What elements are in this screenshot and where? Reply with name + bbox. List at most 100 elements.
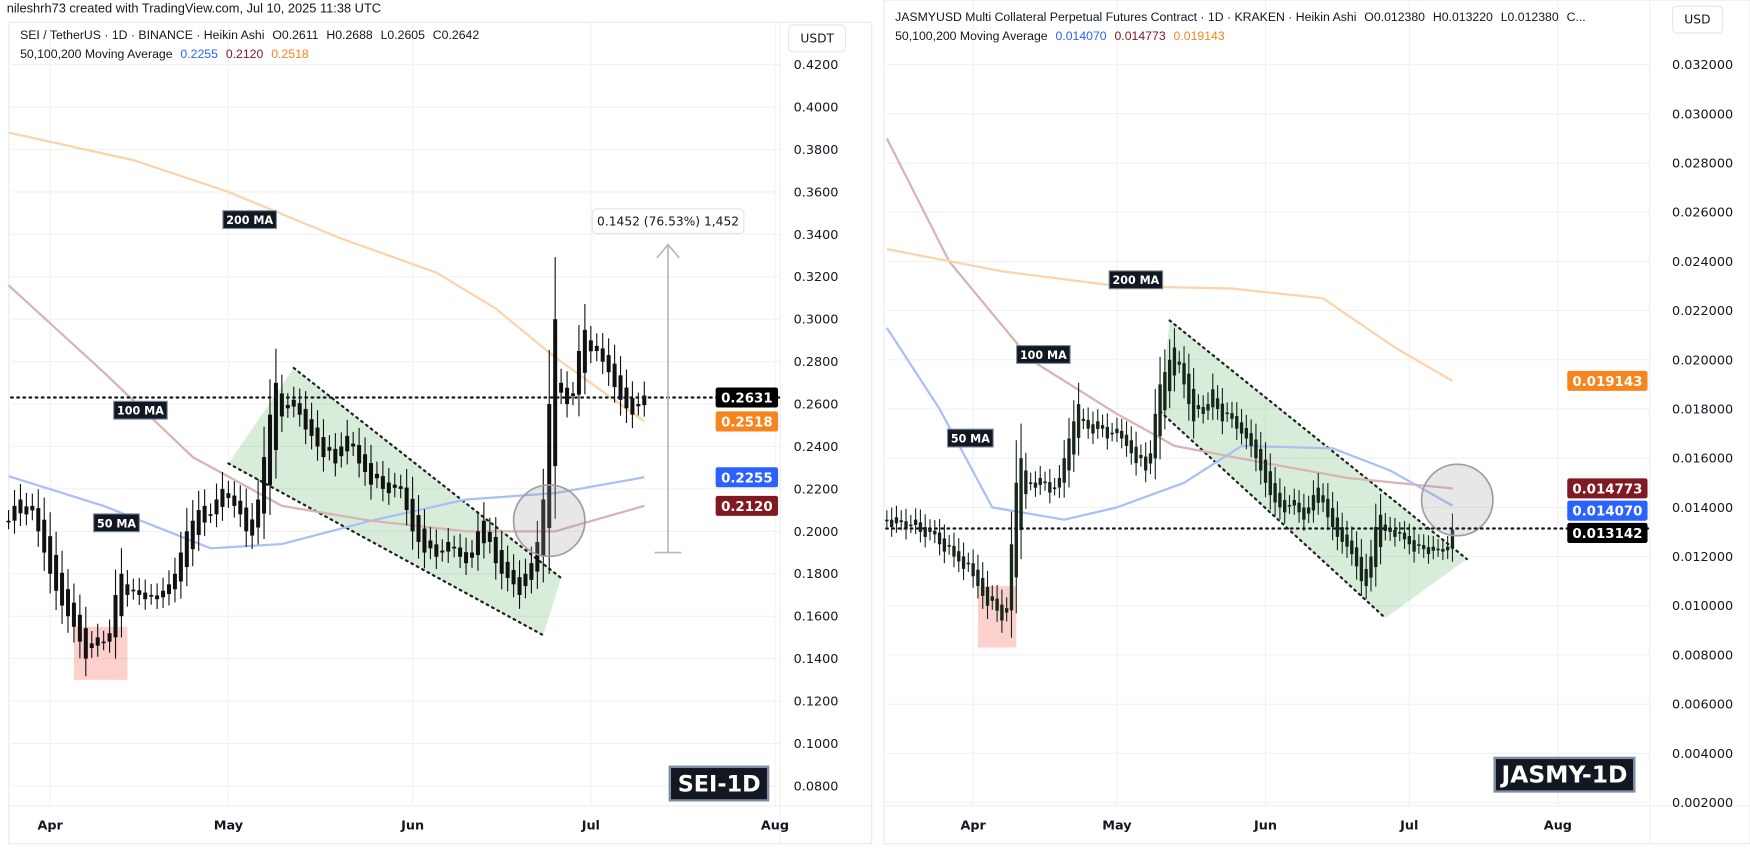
currency-button[interactable]: USD: [1672, 5, 1723, 34]
ma200-value: 0.019143: [1173, 30, 1225, 44]
y-tick-label: 0.1600: [794, 610, 839, 625]
y-tick-label: 0.3200: [794, 270, 839, 285]
y-tick-label: 0.1400: [794, 652, 839, 667]
candle: [1283, 486, 1287, 524]
candle: [24, 492, 29, 526]
candle-body: [947, 545, 951, 547]
candle-body: [77, 614, 82, 642]
symbol-title: SEI / TetherUS · 1D · BINANCE · Heikin A…: [20, 28, 265, 43]
candle: [947, 535, 951, 555]
candle-body: [321, 437, 326, 458]
candle: [321, 419, 326, 472]
candle-body: [374, 473, 379, 479]
candle: [1287, 495, 1292, 515]
candle: [202, 489, 207, 537]
candle: [220, 471, 225, 521]
y-tick-label: 0.1000: [794, 737, 839, 752]
candle: [137, 577, 142, 605]
candle-body: [1225, 412, 1229, 415]
candle-body: [957, 551, 961, 562]
candle: [971, 549, 975, 588]
breakout-circle: [512, 484, 586, 558]
candle-body: [363, 454, 368, 472]
candle: [547, 349, 552, 574]
candle: [95, 623, 100, 657]
candle-body: [404, 487, 409, 511]
candle: [65, 569, 70, 633]
candle: [166, 570, 171, 606]
candle-body: [1177, 361, 1181, 365]
accumulation-box: [73, 626, 128, 680]
candle: [1426, 535, 1431, 564]
candle-body: [303, 408, 308, 430]
candle-body: [1398, 531, 1402, 534]
candle: [119, 548, 124, 638]
candle-body: [1091, 424, 1095, 434]
candle-body: [446, 541, 451, 552]
candle-body: [1374, 527, 1378, 568]
candle: [178, 531, 183, 599]
candle-body: [1378, 514, 1383, 548]
candle-body: [238, 500, 243, 515]
ma-label: 100 MA: [1020, 349, 1067, 362]
candle-body: [452, 546, 457, 549]
candle-body: [1335, 517, 1340, 537]
candle-body: [232, 495, 237, 506]
candle: [1120, 418, 1124, 449]
candle: [600, 333, 605, 375]
y-tick-label: 0.010000: [1672, 599, 1733, 614]
candle: [511, 554, 516, 598]
candle: [1196, 394, 1201, 418]
price-badge-label: 0.013142: [1572, 527, 1642, 542]
ma100-value: 0.014773: [1114, 30, 1166, 44]
candle-body: [1043, 481, 1047, 484]
candle-body: [1081, 418, 1086, 421]
x-tick-label: Jun: [400, 818, 424, 833]
candle: [357, 427, 362, 478]
candle-body: [1206, 404, 1210, 411]
candle: [1144, 442, 1148, 483]
candle-body: [30, 505, 35, 511]
candle: [990, 585, 994, 610]
candle-body: [1230, 413, 1234, 419]
candle: [475, 512, 480, 571]
candle: [273, 348, 278, 479]
candle: [392, 472, 397, 498]
breakout-circle: [1420, 463, 1494, 537]
candle: [6, 510, 11, 530]
candle-body: [428, 540, 433, 549]
candle: [894, 505, 899, 533]
candle: [30, 493, 35, 521]
candle: [446, 527, 451, 564]
channel-upper-line: [292, 366, 563, 580]
candle: [1167, 339, 1172, 409]
candle-body: [119, 573, 124, 617]
candle: [913, 508, 918, 535]
y-tick-label: 0.0800: [794, 779, 839, 794]
measure-arrow-head: [656, 243, 680, 259]
candle: [1211, 373, 1215, 421]
candle: [333, 433, 338, 477]
candle: [541, 468, 546, 583]
candle: [345, 419, 350, 465]
candle-body: [131, 589, 136, 592]
candle-body: [434, 544, 439, 557]
candle-body: [1354, 547, 1359, 567]
candle: [380, 460, 385, 502]
candle-body: [1340, 527, 1344, 542]
ma-label: 200 MA: [1112, 274, 1159, 287]
sei-watermark-tag: SEI-1D: [668, 765, 770, 802]
candle: [1115, 417, 1119, 443]
candle: [1110, 422, 1114, 442]
y-tick-label: 0.2800: [794, 355, 839, 370]
candle: [42, 497, 47, 571]
candle-body: [309, 419, 314, 436]
candle: [517, 560, 522, 609]
candle-body: [952, 545, 956, 557]
chart-panel-border: [8, 21, 873, 845]
candle: [184, 508, 189, 587]
currency-button[interactable]: USDT: [788, 24, 847, 53]
candle: [256, 479, 261, 545]
x-tick-label: May: [214, 818, 244, 833]
